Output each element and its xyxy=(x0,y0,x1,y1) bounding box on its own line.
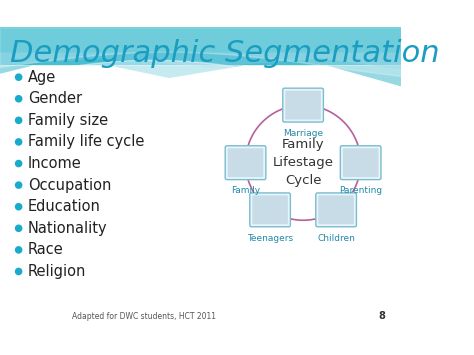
Text: Education: Education xyxy=(28,199,101,214)
Text: Income: Income xyxy=(28,156,82,171)
FancyBboxPatch shape xyxy=(343,148,378,177)
Polygon shape xyxy=(0,27,401,65)
FancyBboxPatch shape xyxy=(319,196,354,224)
Text: Marriage: Marriage xyxy=(283,129,323,138)
FancyBboxPatch shape xyxy=(250,193,291,227)
FancyBboxPatch shape xyxy=(252,196,288,224)
Text: Nationality: Nationality xyxy=(28,221,108,236)
FancyBboxPatch shape xyxy=(225,146,266,180)
Text: Parenting: Parenting xyxy=(339,186,382,195)
Text: 8: 8 xyxy=(378,311,385,321)
Circle shape xyxy=(15,95,22,103)
Text: Gender: Gender xyxy=(28,91,82,106)
Circle shape xyxy=(15,160,22,167)
Text: Adapted for DWC students, HCT 2011: Adapted for DWC students, HCT 2011 xyxy=(72,312,216,321)
Circle shape xyxy=(15,116,22,124)
FancyBboxPatch shape xyxy=(283,88,323,122)
Text: Family size: Family size xyxy=(28,113,108,128)
Text: Religion: Religion xyxy=(28,264,86,279)
Text: Age: Age xyxy=(28,70,56,85)
Circle shape xyxy=(15,246,22,254)
Text: Children: Children xyxy=(317,234,355,242)
Circle shape xyxy=(15,203,22,211)
Circle shape xyxy=(15,181,22,189)
Polygon shape xyxy=(0,60,322,108)
Text: Teenagers: Teenagers xyxy=(247,234,293,242)
Text: Occupation: Occupation xyxy=(28,178,111,193)
Text: Family life cycle: Family life cycle xyxy=(28,135,144,149)
FancyBboxPatch shape xyxy=(340,146,381,180)
FancyBboxPatch shape xyxy=(285,91,321,120)
Polygon shape xyxy=(0,53,401,70)
Text: Race: Race xyxy=(28,242,64,257)
Circle shape xyxy=(15,73,22,81)
Text: Family: Family xyxy=(231,186,260,195)
Circle shape xyxy=(15,224,22,232)
Text: Demographic Segmentation: Demographic Segmentation xyxy=(10,39,440,68)
Text: Family
Lifestage
Cycle: Family Lifestage Cycle xyxy=(273,138,334,187)
FancyBboxPatch shape xyxy=(316,193,356,227)
Circle shape xyxy=(15,138,22,146)
Circle shape xyxy=(15,268,22,275)
FancyBboxPatch shape xyxy=(228,148,263,177)
Polygon shape xyxy=(0,57,401,87)
